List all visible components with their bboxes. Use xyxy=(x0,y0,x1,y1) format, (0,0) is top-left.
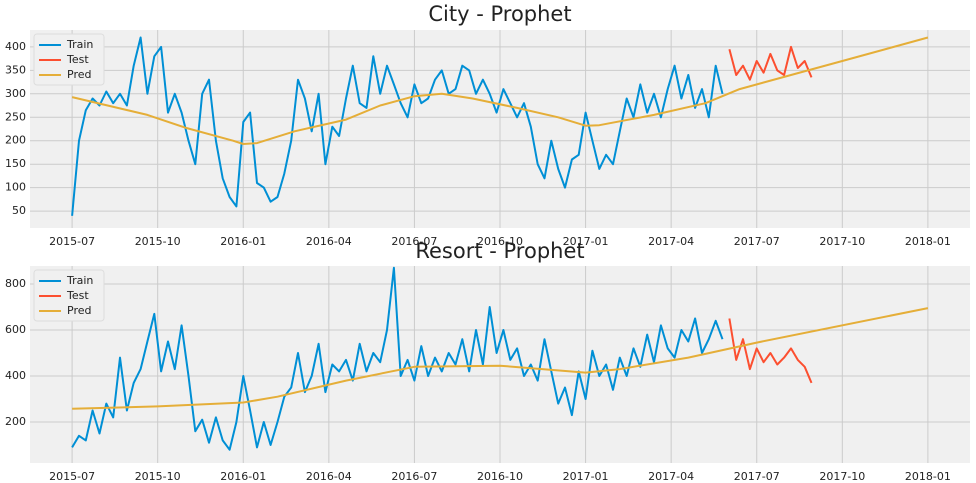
series-line xyxy=(728,318,813,384)
y-tick-label: 200 xyxy=(5,415,26,428)
legend-label: Train xyxy=(66,38,93,51)
legend-label: Test xyxy=(66,53,89,66)
chart-title: Resort - Prophet xyxy=(415,239,584,263)
x-tick-label: 2017-04 xyxy=(648,470,694,483)
x-tick-label: 2016-10 xyxy=(477,235,523,248)
y-tick-label: 800 xyxy=(5,277,26,290)
legend-box xyxy=(33,33,105,86)
series-line xyxy=(71,36,724,216)
x-tick-label: 2017-01 xyxy=(563,235,609,248)
y-tick-label: 100 xyxy=(5,181,26,194)
y-tick-label: 600 xyxy=(5,323,26,336)
x-tick-label: 2017-01 xyxy=(563,470,609,483)
series-line xyxy=(72,307,929,410)
y-tick-label: 200 xyxy=(5,134,26,147)
x-tick-label: 2016-04 xyxy=(306,235,352,248)
legend-label: Pred xyxy=(67,68,91,81)
x-tick-label: 2016-04 xyxy=(306,470,352,483)
x-tick-label: 2015-07 xyxy=(49,470,95,483)
x-tick-label: 2017-07 xyxy=(734,470,780,483)
x-tick-label: 2015-07 xyxy=(49,235,95,248)
x-tick-label: 2016-01 xyxy=(220,235,266,248)
x-tick-label: 2017-07 xyxy=(734,235,780,248)
legend-label: Test xyxy=(66,289,89,302)
x-tick-label: 2016-10 xyxy=(477,470,523,483)
x-tick-label: 2016-01 xyxy=(220,470,266,483)
series-line xyxy=(71,36,929,145)
chart-title: City - Prophet xyxy=(428,2,571,26)
y-tick-label: 400 xyxy=(5,40,26,53)
x-tick-label: 2017-10 xyxy=(819,235,865,248)
y-tick-label: 300 xyxy=(5,87,26,100)
y-tick-label: 400 xyxy=(5,369,26,382)
x-tick-label: 2015-10 xyxy=(135,235,181,248)
legend-box xyxy=(33,269,105,322)
x-tick-label: 2017-04 xyxy=(648,235,694,248)
y-tick-label: 50 xyxy=(12,204,26,217)
legend-label: Train xyxy=(66,274,93,287)
y-tick-label: 250 xyxy=(5,110,26,123)
x-tick-label: 2016-07 xyxy=(391,470,437,483)
x-tick-label: 2016-07 xyxy=(391,235,437,248)
x-tick-label: 2017-10 xyxy=(819,470,865,483)
legend-label: Pred xyxy=(67,304,91,317)
series-line xyxy=(71,266,724,451)
x-tick-label: 2018-01 xyxy=(905,235,951,248)
y-tick-label: 350 xyxy=(5,63,26,76)
series-line xyxy=(728,45,813,81)
x-tick-label: 2015-10 xyxy=(135,470,181,483)
x-tick-label: 2018-01 xyxy=(905,470,951,483)
y-tick-label: 150 xyxy=(5,157,26,170)
